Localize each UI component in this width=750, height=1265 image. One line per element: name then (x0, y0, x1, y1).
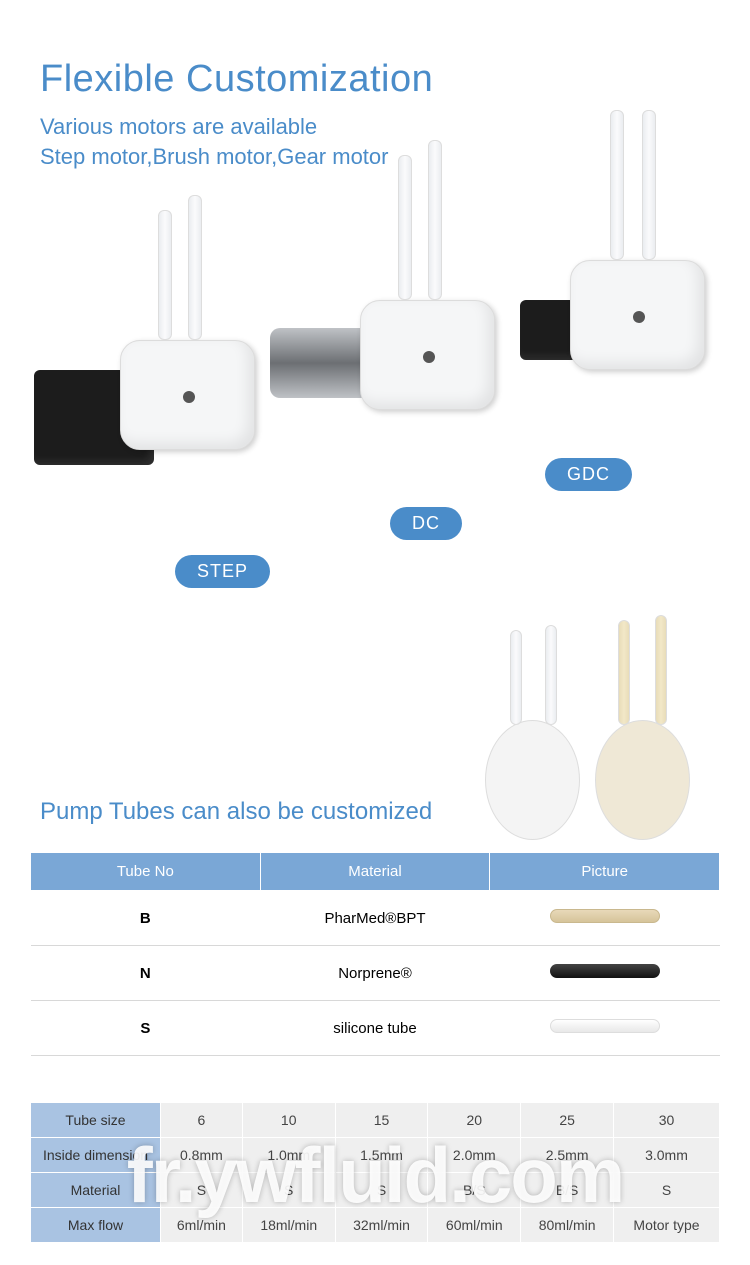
t2-c: 3.0mm (614, 1138, 720, 1173)
t1-r1-mat: Norprene® (260, 946, 490, 1001)
t2-c: 1.0mm (242, 1138, 335, 1173)
t2-c: 80ml/min (521, 1208, 614, 1243)
t1-r1-pic (490, 946, 720, 1001)
table-row: Max flow 6ml/min 18ml/min 32ml/min 60ml/… (31, 1208, 720, 1243)
t2-c: 2.5mm (521, 1138, 614, 1173)
table-row: N Norprene® (31, 946, 720, 1001)
t1-header-2: Picture (490, 853, 720, 891)
t2-c: 32ml/min (335, 1208, 428, 1243)
t1-header-1: Material (260, 853, 490, 891)
t2-c: S (335, 1173, 428, 1208)
t2-c: B/S (428, 1173, 521, 1208)
t2-c: 10 (242, 1103, 335, 1138)
t2-c: 20 (428, 1103, 521, 1138)
t2-c: 6ml/min (161, 1208, 243, 1243)
t2-c: 2.0mm (428, 1138, 521, 1173)
table-row: Inside dimension 0.8mm 1.0mm 1.5mm 2.0mm… (31, 1138, 720, 1173)
t1-r0-pic (490, 891, 720, 946)
t2-c: 1.5mm (335, 1138, 428, 1173)
tubes-customized-text: Pump Tubes can also be customized (40, 798, 432, 826)
badge-step: STEP (175, 555, 270, 588)
badge-gdc: GDC (545, 458, 632, 491)
tube-size-table: Tube size 6 10 15 20 25 30 Inside dimens… (30, 1102, 720, 1243)
t2-c: S (614, 1173, 720, 1208)
badge-dc: DC (390, 507, 462, 540)
t1-r2-pic (490, 1001, 720, 1056)
table-row: S silicone tube (31, 1001, 720, 1056)
table-row: Tube size 6 10 15 20 25 30 (31, 1103, 720, 1138)
t2-c: 25 (521, 1103, 614, 1138)
t2-c: 60ml/min (428, 1208, 521, 1243)
t2-rh-0: Tube size (31, 1103, 161, 1138)
t2-c: 30 (614, 1103, 720, 1138)
tube-material-table: Tube No Material Picture B PharMed®BPT N… (30, 852, 720, 1056)
t2-c: Motor type (614, 1208, 720, 1243)
t1-r0-mat: PharMed®BPT (260, 891, 490, 946)
t2-c: S (242, 1173, 335, 1208)
page-title: Flexible Customization (40, 58, 433, 101)
t1-r2-no: S (31, 1001, 261, 1056)
t2-c: B/S (521, 1173, 614, 1208)
t1-r1-no: N (31, 946, 261, 1001)
t2-rh-2: Material (31, 1173, 161, 1208)
table-row: B PharMed®BPT (31, 891, 720, 946)
table-row: Material S S S B/S B/S S (31, 1173, 720, 1208)
t1-r2-mat: silicone tube (260, 1001, 490, 1056)
t2-c: 18ml/min (242, 1208, 335, 1243)
t2-rh-3: Max flow (31, 1208, 161, 1243)
t1-header-0: Tube No (31, 853, 261, 891)
t2-rh-1: Inside dimension (31, 1138, 161, 1173)
t2-c: 0.8mm (161, 1138, 243, 1173)
t2-c: S (161, 1173, 243, 1208)
t2-c: 15 (335, 1103, 428, 1138)
t2-c: 6 (161, 1103, 243, 1138)
t1-r0-no: B (31, 891, 261, 946)
